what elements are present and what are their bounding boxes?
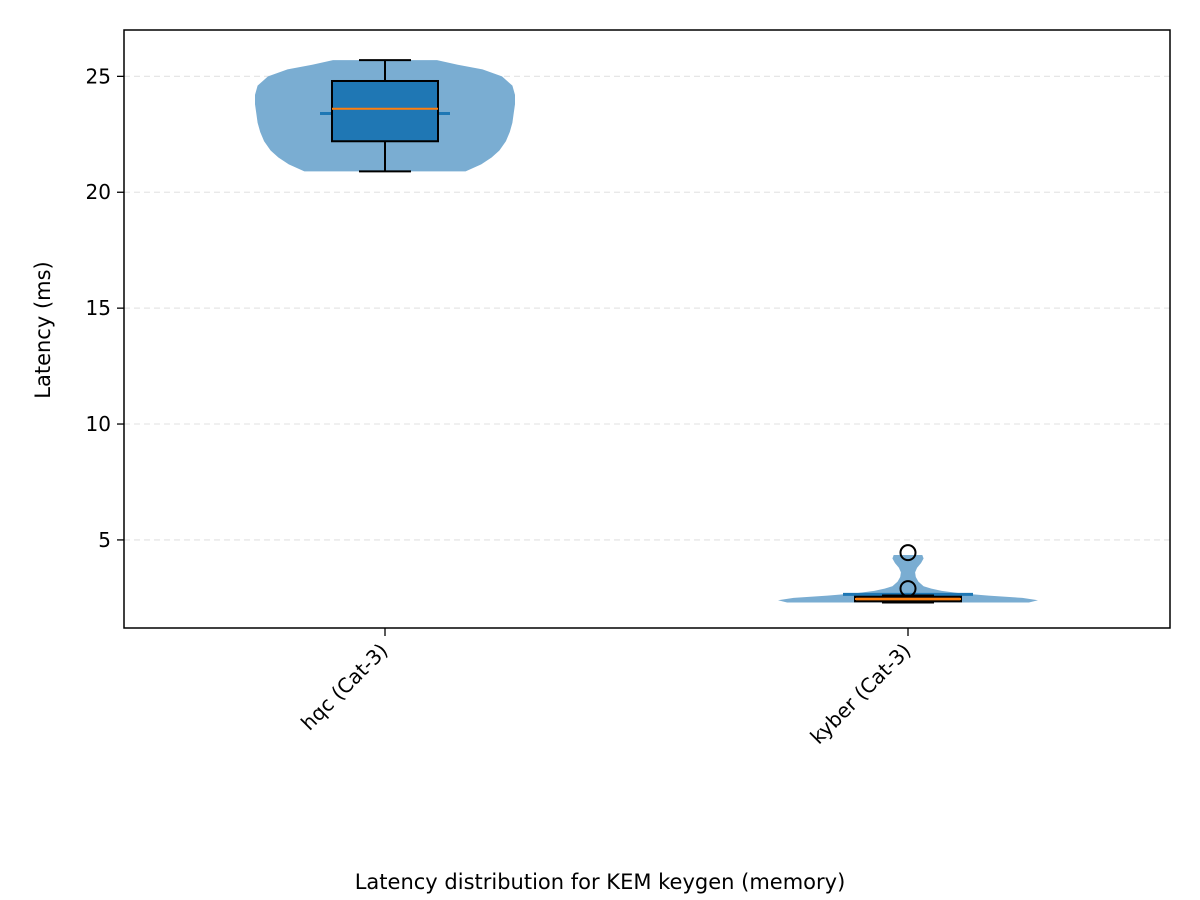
y-axis-label: Latency (ms) xyxy=(31,261,55,398)
y-tick-label-20: 20 xyxy=(86,180,111,204)
x-tick-label-1: kyber (Cat-3) xyxy=(805,639,915,749)
axis-layer: 5 10 15 20 25 hqc (Cat-3) kyber (Cat-3) xyxy=(86,64,916,748)
chart-caption: Latency distribution for KEM keygen (mem… xyxy=(355,870,846,894)
y-tick-label-25: 25 xyxy=(86,64,111,88)
violin-series-1 xyxy=(778,555,1038,603)
box-series-0 xyxy=(331,79,439,143)
outlier-series-1-0 xyxy=(899,580,917,598)
y-tick-label-10: 10 xyxy=(86,412,111,436)
marks-layer xyxy=(255,59,1038,604)
y-tick-label-5: 5 xyxy=(98,528,111,552)
x-tick-label-0: hqc (Cat-3) xyxy=(296,639,392,735)
y-tick-label-15: 15 xyxy=(86,296,111,320)
outlier-series-1-1 xyxy=(899,544,917,562)
plot-frame xyxy=(123,29,1171,629)
